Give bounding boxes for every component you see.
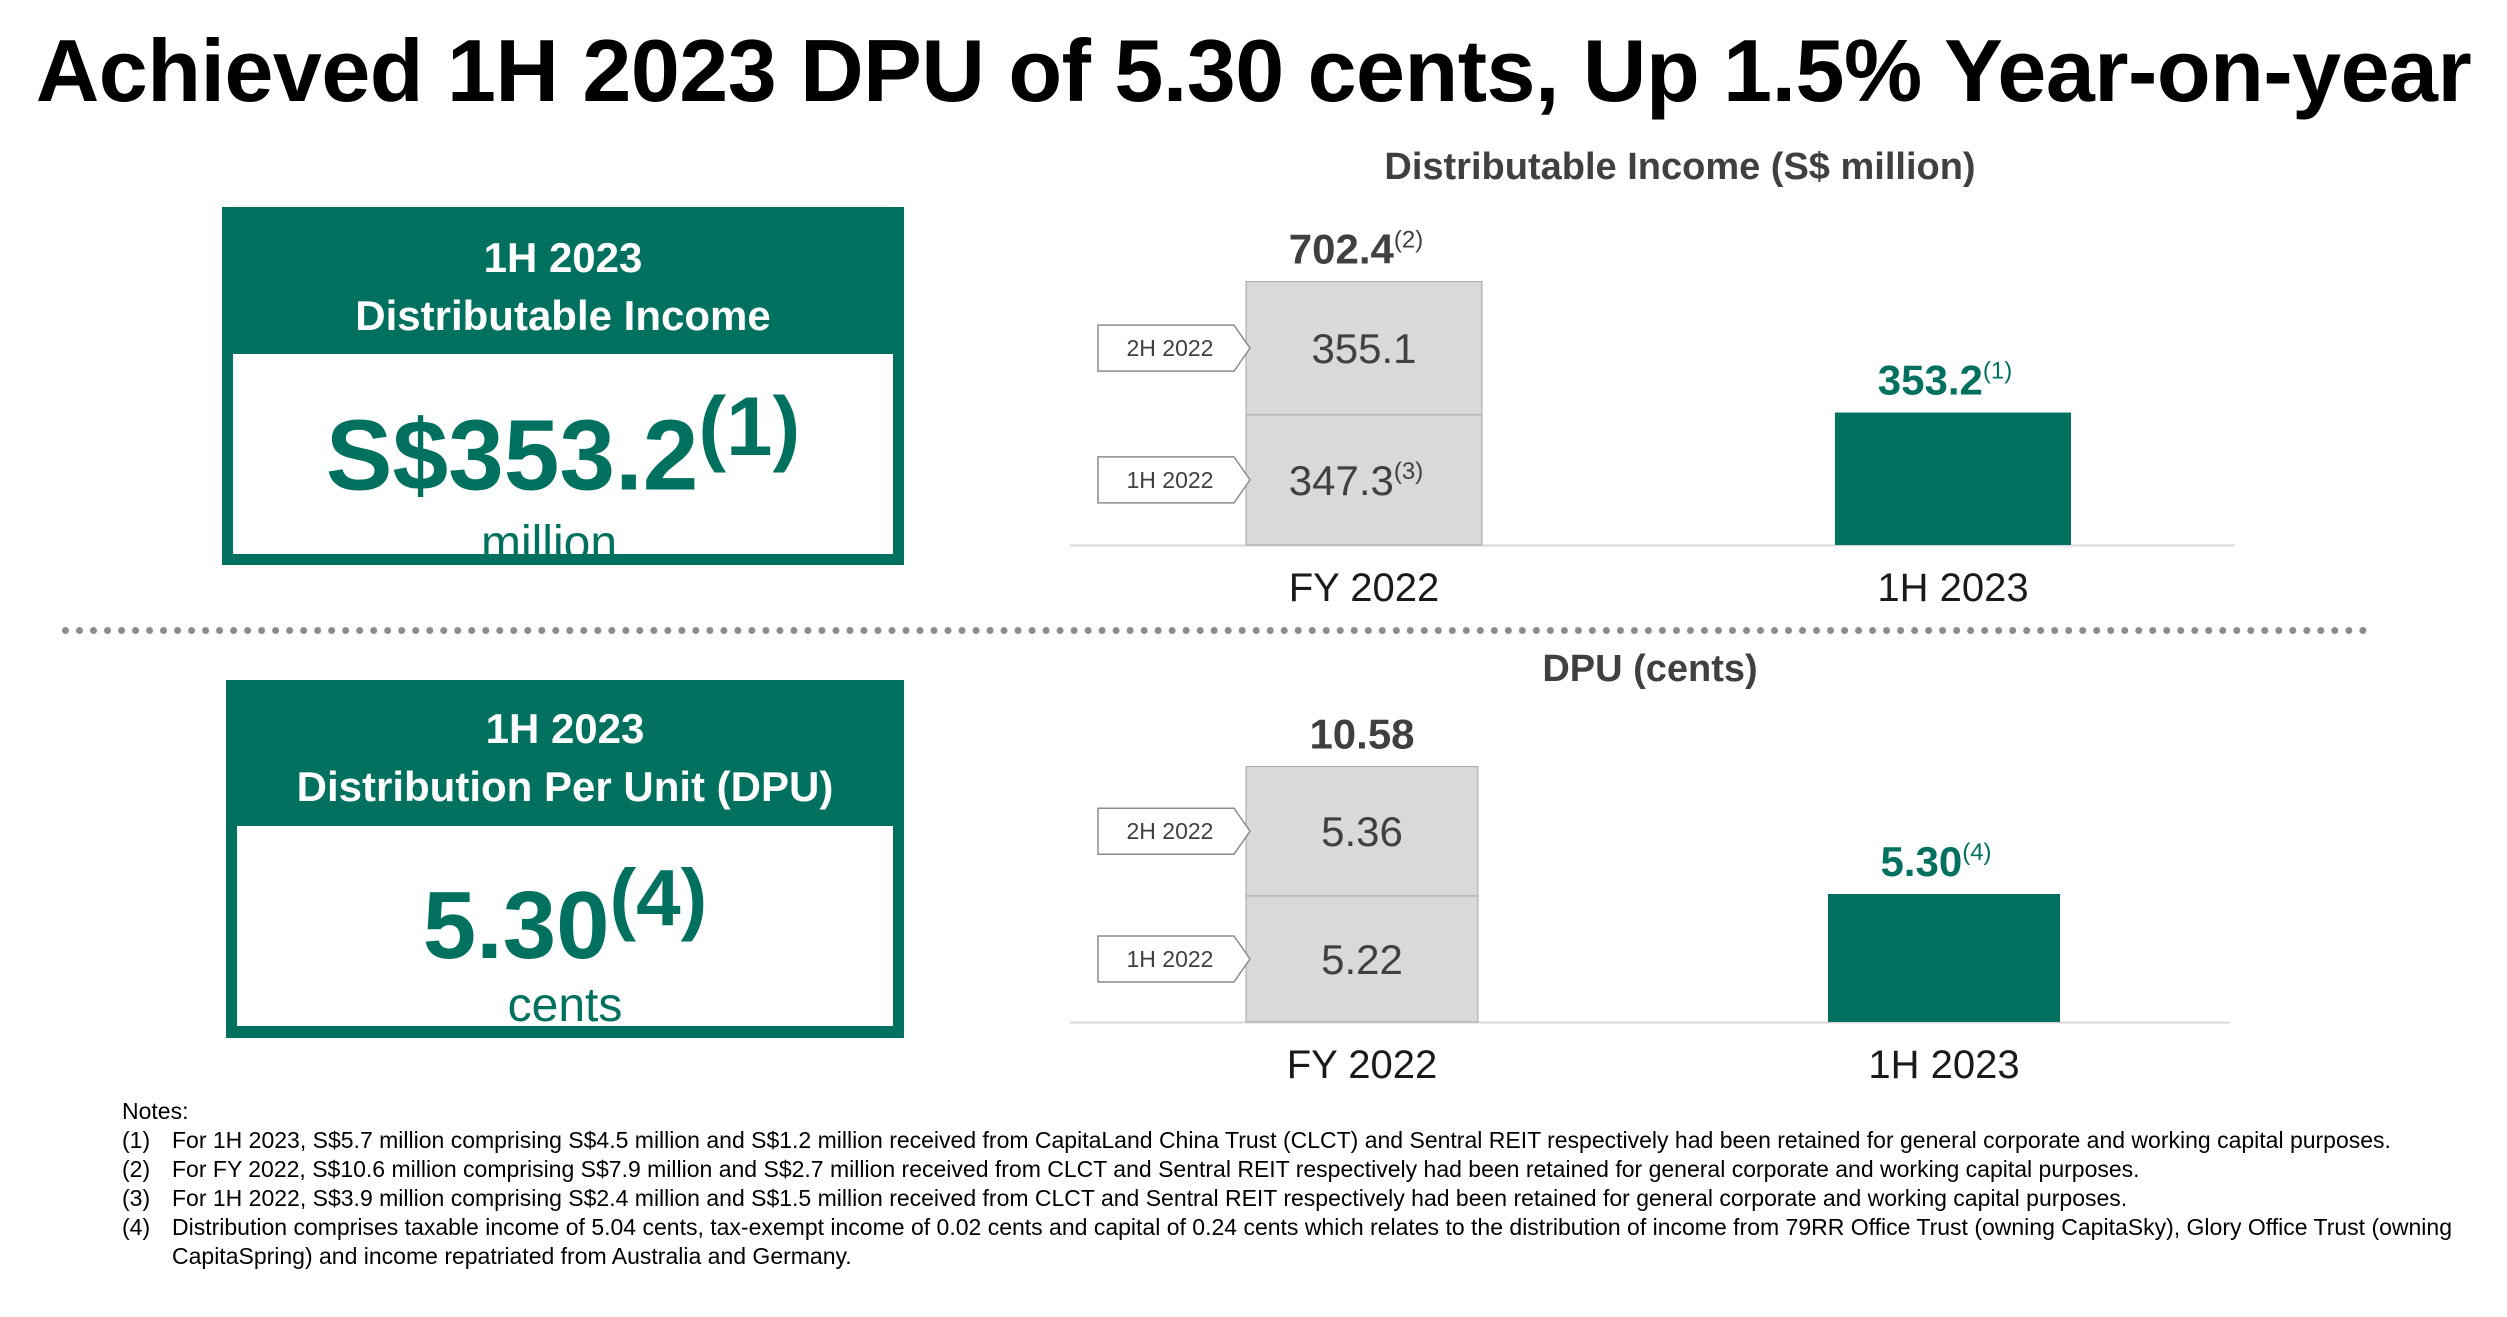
kpi-income-value-line: S$353.2(1) [233,372,893,510]
data-label-2h-2022: 5.36 [1321,808,1403,855]
legend-tag-2h-2022 [1097,324,1251,372]
legend-tag-2h-2022 [1097,807,1251,855]
bar-1h-2023 [1835,412,2071,545]
note-text: For FY 2022, S$10.6 million comprising S… [172,1156,2140,1182]
section-divider [62,627,2368,634]
kpi-dpu-note: (4) [609,853,708,942]
data-label-2h-2022: 355.1 [1311,325,1416,372]
legend-tag-label: 1H 2022 [1127,946,1214,972]
notes-list: (1) For 1H 2023, S$5.7 million comprising… [122,1126,2452,1271]
kpi-dpu-value-line: 5.30(4) [237,848,893,976]
footnote-ref: (1) [1983,358,2012,385]
x-tick-label: FY 2022 [1287,1043,1438,1087]
note-number: (2) [122,1156,151,1182]
note-number: (4) [122,1214,151,1240]
bar-segment-2h-2022 [1245,766,1479,897]
kpi-income-value: S$353.2 [325,399,699,512]
data-label-1h-2023: 5.30(4) [1880,838,1991,885]
bar-segment-1h-2022 [1245,895,1479,1023]
kpi-income-unit: million [480,517,618,571]
kpi-dpu-label: Distribution Per Unit (DPU) [296,763,834,810]
note-item: (3) For 1H 2022, S$3.9 million comprising… [122,1184,2452,1213]
page-title: Achieved 1H 2023 DPU of 5.30 cents, Up 1… [35,21,2472,120]
total-label: 10.58 [1309,711,1414,758]
notes-section: Notes: (1) For 1H 2023, S$5.7 million com… [122,1097,2452,1271]
kpi-dpu-period: 1H 2023 [485,705,645,752]
income-chart-title: Distributable Income (S$ million) [1384,146,1976,188]
data-label-1h-2022: 5.22 [1321,936,1403,983]
dpu-chart-title: DPU (cents) [1542,648,1758,690]
note-number: (3) [122,1185,151,1211]
note-number: (1) [122,1127,151,1153]
total-label: 702.4(2) [1289,226,1423,273]
kpi-dpu-body: 5.30(4) cents [237,826,893,1032]
kpi-income-card: 1H 2023 Distributable Income S$353.2(1) … [222,207,904,570]
footnote-ref: (3) [1394,458,1423,485]
bar-segment-1h-2022 [1245,414,1483,546]
kpi-income-period: 1H 2023 [483,234,643,281]
notes-heading: Notes: [122,1098,189,1124]
kpi-income-body: S$353.2(1) million [233,354,893,570]
bar-1h-2023 [1828,894,2060,1022]
legend-tag-label: 2H 2022 [1127,335,1214,361]
x-tick-label: 1H 2023 [1868,1043,2019,1087]
footnote-ref: (4) [1962,839,1991,866]
x-tick-label: FY 2022 [1289,566,1440,610]
legend-tag-label: 1H 2022 [1127,467,1214,493]
note-text: For 1H 2023, S$5.7 million comprising S$… [172,1127,2391,1153]
note-item: (1) For 1H 2023, S$5.7 million comprising… [122,1126,2452,1155]
note-text: For 1H 2022, S$3.9 million comprising S$… [172,1185,2128,1211]
note-item: (4) Distribution comprises taxable income… [122,1213,2452,1271]
kpi-dpu-unit: cents [507,979,623,1032]
legend-tag-1h-2022 [1097,935,1251,983]
kpi-income-label: Distributable Income [355,292,771,339]
data-label-1h-2023: 353.2(1) [1878,357,2012,404]
footnote-ref: (2) [1394,227,1423,254]
dpu-chart: 5.22 1H 2022 5.36 2H 2022 10.58 5.30(4) FY 202… [1070,711,2230,1087]
note-text: Distribution comprises taxable income of… [172,1214,2452,1269]
x-tick-label: 1H 2023 [1877,566,2028,610]
legend-tag-label: 2H 2022 [1127,818,1214,844]
legend-tag-1h-2022 [1097,456,1251,504]
kpi-dpu-card: 1H 2023 Distribution Per Unit (DPU) 5.30… [226,680,904,1038]
bar-segment-2h-2022 [1245,281,1483,416]
kpi-dpu-value: 5.30 [422,872,610,979]
kpi-income-note: (1) [698,380,801,473]
note-item: (2) For FY 2022, S$10.6 million comprisin… [122,1155,2452,1184]
